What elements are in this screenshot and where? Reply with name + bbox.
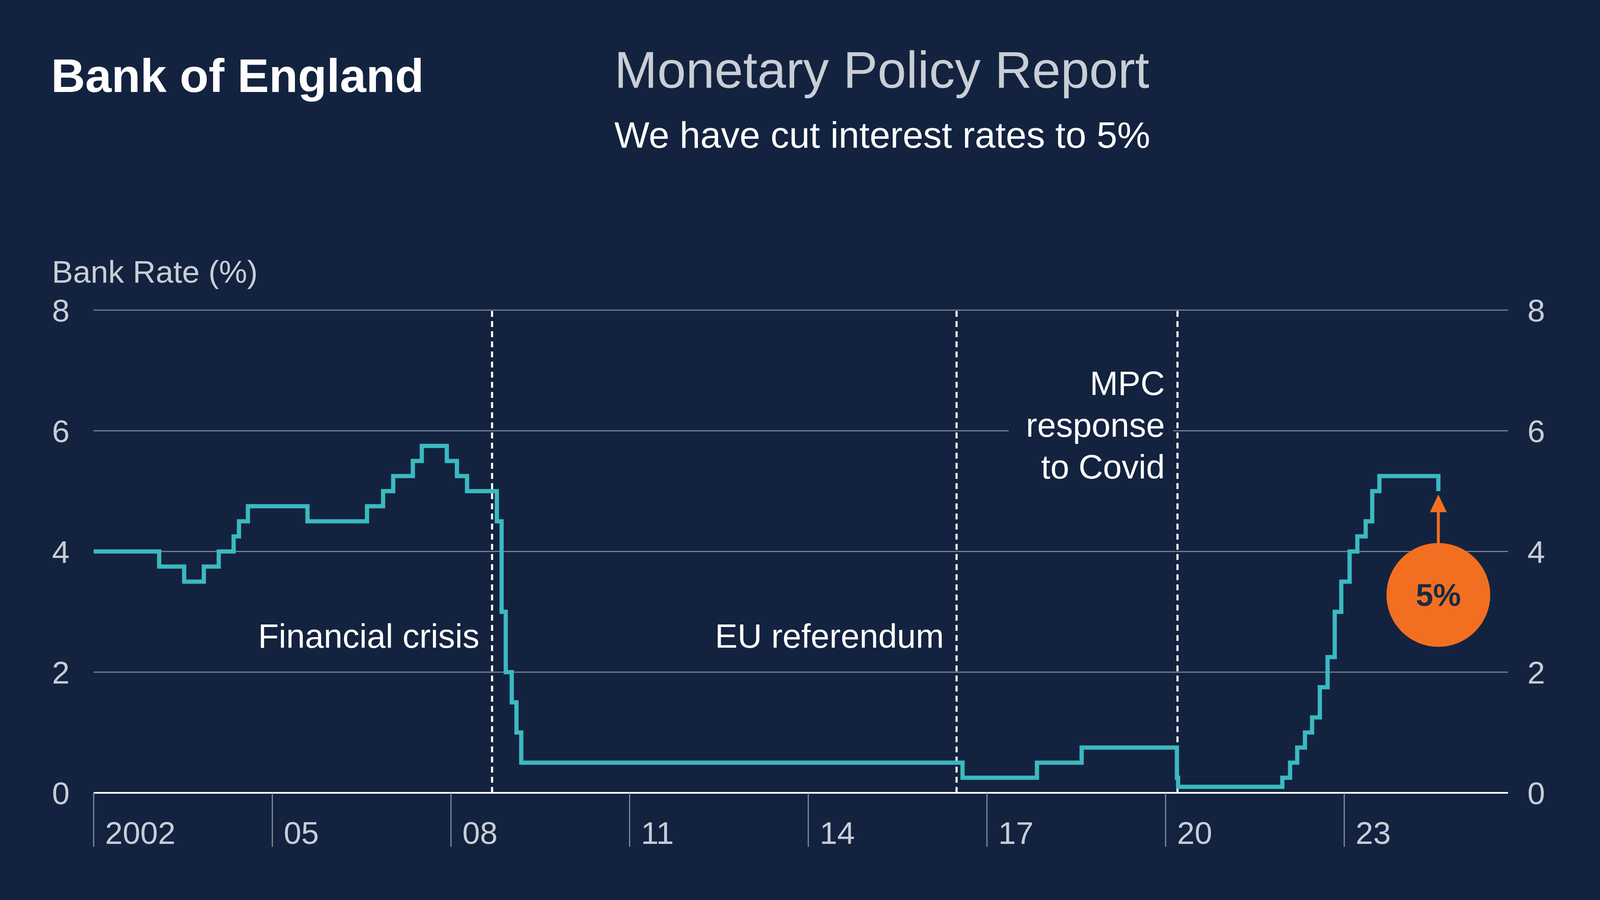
svg-text:17: 17 (998, 815, 1034, 851)
svg-text:EU referendum: EU referendum (715, 617, 944, 655)
svg-text:2002: 2002 (105, 815, 176, 851)
svg-text:6: 6 (1527, 413, 1546, 449)
svg-text:4: 4 (51, 534, 70, 570)
svg-text:to Covid: to Covid (1040, 448, 1165, 486)
svg-text:20: 20 (1176, 815, 1212, 851)
svg-text:Bank of England: Bank of England (51, 49, 425, 103)
svg-text:5%: 5% (1415, 577, 1461, 613)
svg-text:11: 11 (640, 815, 674, 851)
svg-text:14: 14 (819, 815, 855, 851)
svg-text:We have cut interest rates to: We have cut interest rates to 5% (614, 113, 1151, 156)
svg-text:6: 6 (51, 413, 70, 449)
svg-text:0: 0 (51, 775, 70, 811)
svg-text:response: response (1026, 406, 1165, 444)
svg-text:8: 8 (1527, 292, 1546, 329)
svg-text:8: 8 (51, 292, 70, 329)
svg-text:0: 0 (1527, 775, 1546, 811)
svg-text:23: 23 (1355, 815, 1391, 851)
svg-text:08: 08 (462, 815, 498, 851)
svg-text:Monetary Policy Report: Monetary Policy Report (614, 41, 1150, 99)
svg-text:Bank Rate (%): Bank Rate (%) (51, 254, 258, 290)
svg-text:2: 2 (51, 654, 70, 691)
svg-text:4: 4 (1527, 534, 1546, 570)
svg-text:MPC: MPC (1089, 364, 1165, 403)
svg-text:05: 05 (283, 815, 319, 851)
svg-text:2: 2 (1527, 654, 1546, 691)
svg-text:Financial crisis: Financial crisis (258, 617, 480, 655)
